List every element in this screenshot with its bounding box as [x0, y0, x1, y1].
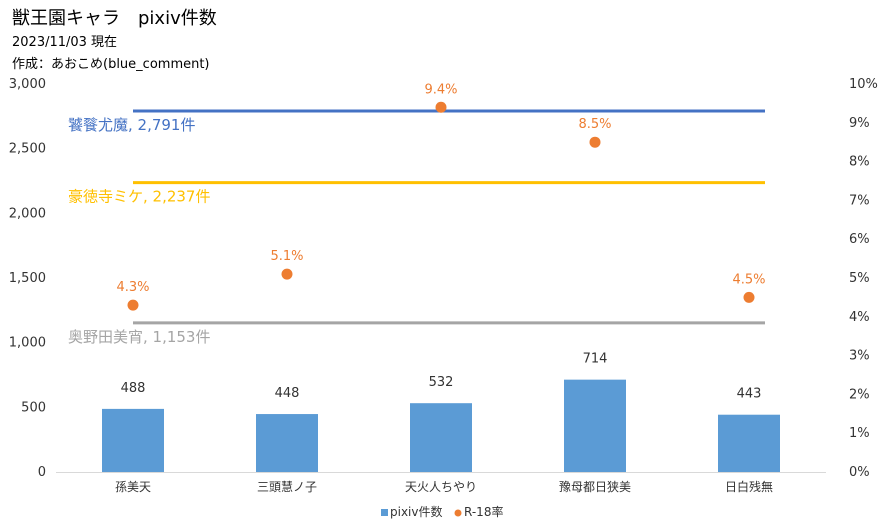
bar [256, 414, 318, 472]
y-right-tick-label: 10% [849, 77, 878, 92]
y-left-tick-label: 2,500 [9, 142, 46, 157]
bar [410, 403, 472, 472]
y-left-tick-label: 1,000 [9, 336, 46, 351]
bar [718, 414, 780, 472]
scatter-value-label: 4.3% [116, 280, 149, 295]
bar-value-label: 448 [275, 386, 300, 401]
reference-line-label: 饕餮尤魔, 2,791件 [68, 116, 195, 134]
y-right-tick-label: 8% [849, 155, 870, 170]
x-tick-label: 三頭慧ノ子 [257, 479, 317, 494]
bar-value-label: 488 [121, 381, 146, 396]
scatter-point [743, 291, 755, 303]
y-right-tick-label: 2% [849, 387, 870, 402]
legend-label-bar: pixiv件数 [390, 504, 443, 519]
scatter-point [589, 136, 601, 148]
y-left-tick-label: 500 [21, 400, 46, 415]
y-left-tick-label: 1,500 [9, 271, 46, 286]
x-tick-label: 日白残無 [725, 479, 773, 494]
bar-value-label: 714 [583, 352, 608, 367]
scatter-value-label: 8.5% [578, 117, 611, 132]
y-right-tick-label: 7% [849, 193, 870, 208]
bar-value-label: 532 [429, 375, 454, 390]
chart-title: 獣王園キャラ pixiv件数 [12, 8, 217, 29]
y-right-tick-label: 4% [849, 310, 870, 325]
reference-line-label: 奥野田美宵, 1,153件 [68, 328, 210, 346]
bar [564, 379, 626, 472]
scatter-value-label: 4.5% [732, 272, 765, 287]
scatter-value-label: 9.4% [424, 82, 457, 97]
y-right-tick-label: 9% [849, 116, 870, 131]
bar [102, 408, 164, 472]
scatter-point [435, 101, 447, 113]
y-right-tick-label: 6% [849, 232, 870, 247]
y-right-tick-label: 1% [849, 426, 870, 441]
scatter-point [127, 299, 139, 311]
legend-label-scatter: R-18率 [464, 504, 503, 519]
y-right-tick-label: 0% [849, 465, 870, 480]
legend-swatch-scatter [454, 509, 462, 517]
x-tick-label: 孫美天 [115, 480, 151, 494]
y-right-tick-label: 5% [849, 271, 870, 286]
x-tick-label: 豫母都日狭美 [559, 480, 631, 494]
legend-swatch-bar [381, 509, 388, 516]
x-tick-label: 天火人ちやり [405, 480, 477, 494]
y-left-tick-label: 2,000 [9, 206, 46, 221]
y-left-tick-label: 3,000 [9, 77, 46, 92]
scatter-point [281, 268, 293, 280]
chart-date: 2023/11/03 現在 [12, 35, 118, 50]
chart-author: 作成：あおこめ(blue_comment) [12, 57, 210, 72]
bar-value-label: 443 [737, 387, 762, 402]
y-left-tick-label: 0 [38, 465, 46, 480]
scatter-value-label: 5.1% [270, 249, 303, 264]
reference-line-label: 豪徳寺ミケ, 2,237件 [68, 188, 210, 206]
y-right-tick-label: 3% [849, 349, 870, 364]
